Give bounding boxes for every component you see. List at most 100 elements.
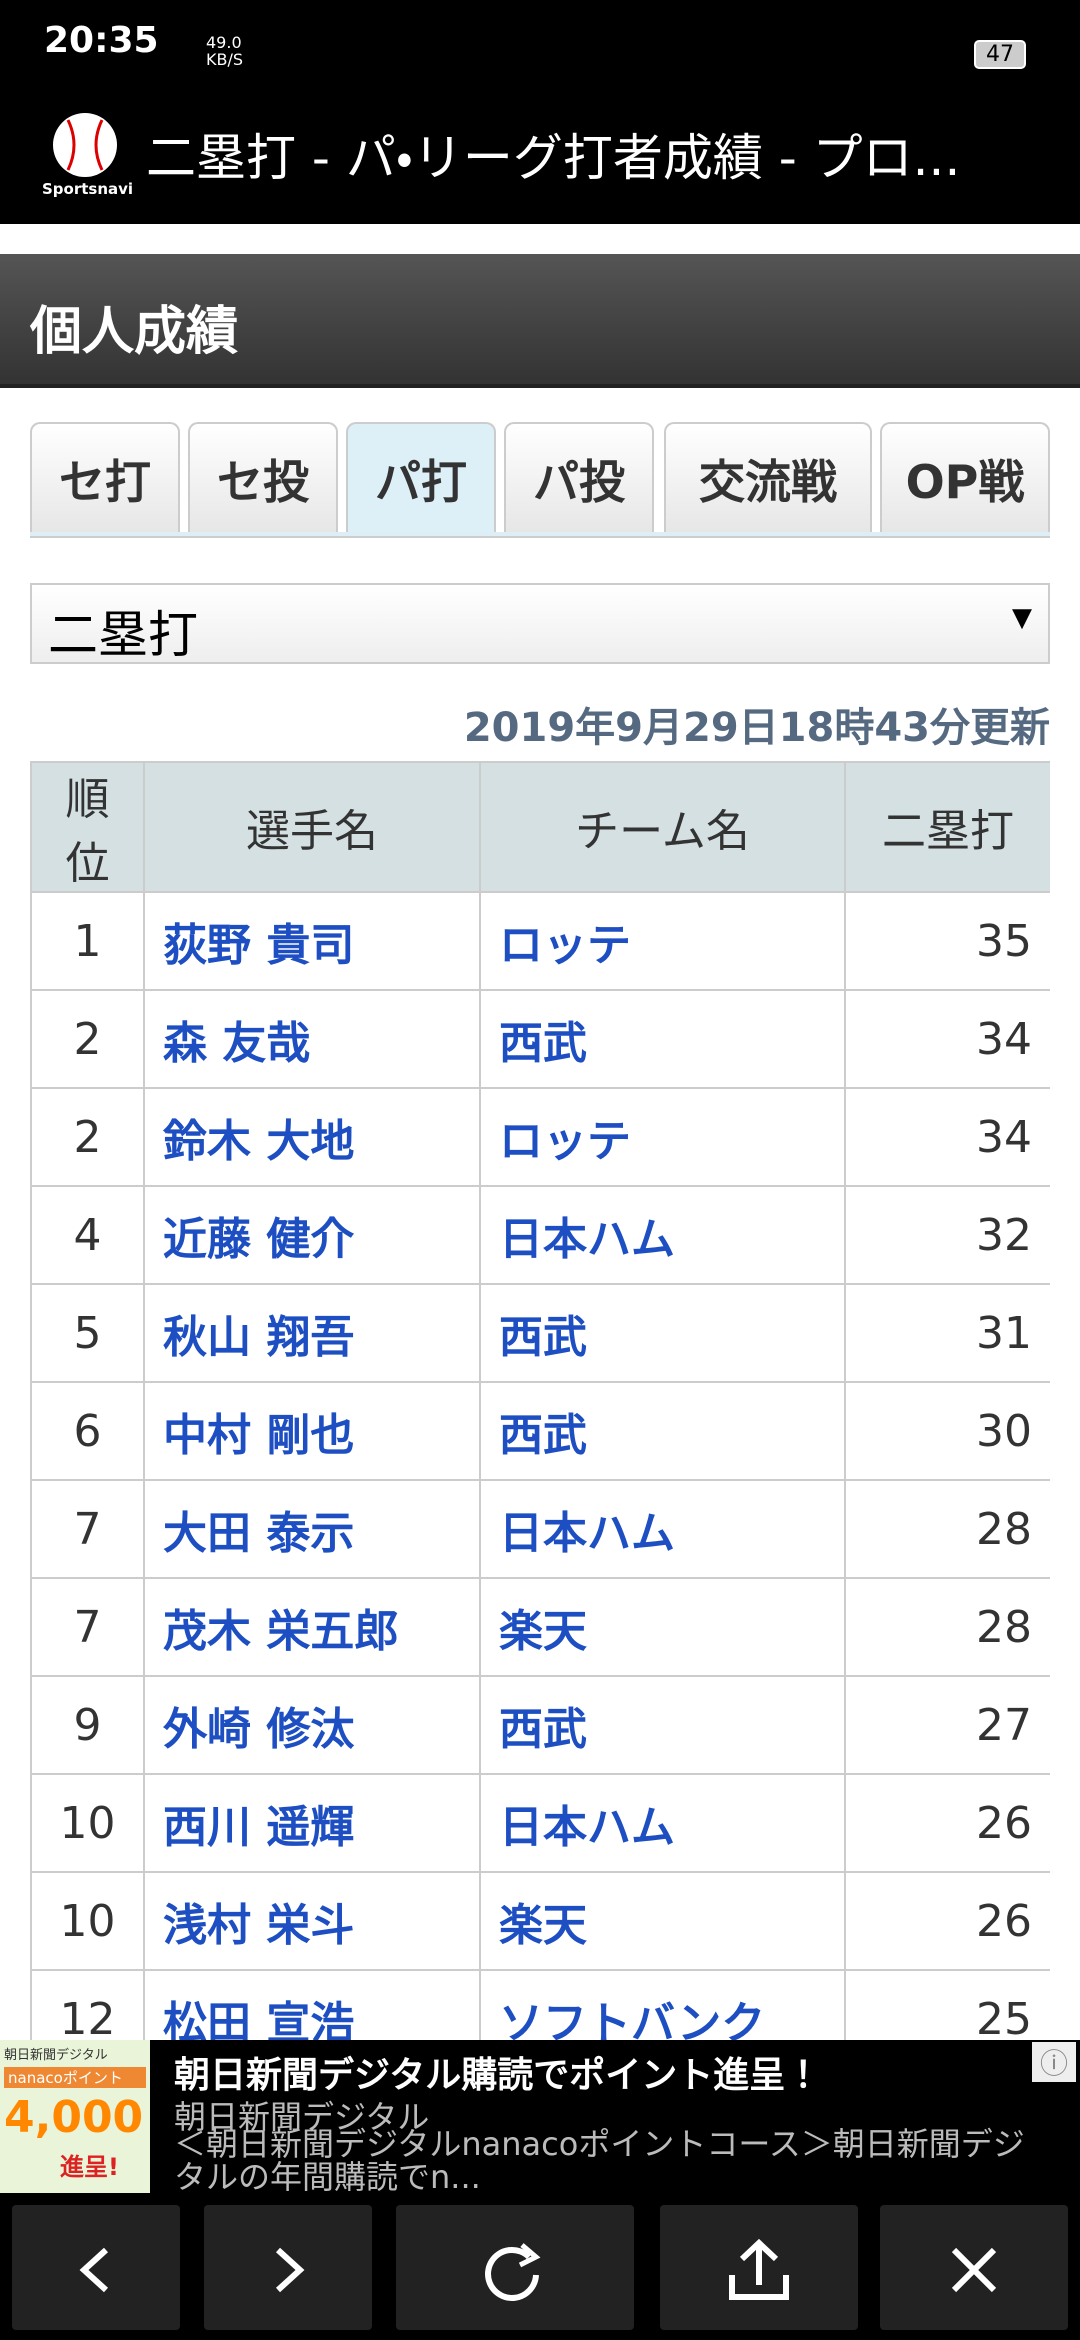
doubles: 35: [844, 891, 1050, 991]
ad-image-text: nanacoポイント: [4, 2067, 146, 2088]
tab[interactable]: セ投: [188, 422, 338, 534]
tab[interactable]: パ投: [504, 422, 654, 534]
rank: 5: [30, 1283, 145, 1383]
player-name[interactable]: 秋山 翔吾: [143, 1283, 481, 1383]
team-name[interactable]: 日本ハム: [479, 1185, 846, 1285]
rank: 6: [30, 1381, 145, 1481]
doubles: 26: [844, 1871, 1050, 1971]
updated-time: 2019年9月29日18時43分更新: [463, 705, 1050, 751]
table-row: 6 中村 剛也 西武 30: [30, 1381, 1050, 1481]
app-header: Sportsnavi 二塁打 - パ・リーグ打者成績 - プロ...: [0, 90, 1080, 224]
rank: 2: [30, 989, 145, 1089]
tab[interactable]: 交流戦: [664, 422, 872, 534]
rank: 10: [30, 1773, 145, 1873]
doubles: 28: [844, 1577, 1050, 1677]
player-name[interactable]: 近藤 健介: [143, 1185, 481, 1285]
table-row: 5 秋山 翔吾 西武 31: [30, 1283, 1050, 1383]
team-name[interactable]: 日本ハム: [479, 1479, 846, 1579]
table-row: 4 近藤 健介 日本ハム 32: [30, 1185, 1050, 1285]
player-name[interactable]: 外崎 修汰: [143, 1675, 481, 1775]
rank: 4: [30, 1185, 145, 1285]
doubles: 31: [844, 1283, 1050, 1383]
team-name[interactable]: 楽天: [479, 1577, 846, 1677]
dropdown[interactable]: 二塁打 ▼: [30, 583, 1050, 664]
rank: 1: [30, 891, 145, 991]
ranking-table: 順位 選手名 チーム名 二塁打 1 荻野 貴司 ロッテ 35 2 森 友哉 西武 34 2 鈴木 大地ロ…: [30, 761, 1050, 2040]
logo-ball: [53, 113, 117, 177]
doubles: 25: [844, 1969, 1050, 2040]
logo-text: Sportsnavi: [42, 180, 134, 198]
team-name[interactable]: ロッテ: [479, 891, 846, 991]
ad-image-text: 朝日新聞デジタル: [4, 2048, 108, 2063]
player-name[interactable]: 荻野 貴司: [143, 891, 481, 991]
column-header: チーム名: [479, 761, 846, 893]
doubles: 32: [844, 1185, 1050, 1285]
share-button[interactable]: [660, 2205, 858, 2330]
column-header: 選手名: [143, 761, 481, 893]
ad-image: 朝日新聞デジタル nanacoポイント 4,000 進呈!: [0, 2040, 150, 2193]
tab[interactable]: OP戦: [880, 422, 1050, 534]
time: 20:35: [44, 20, 159, 61]
team-name[interactable]: 西武: [479, 1675, 846, 1775]
player-name[interactable]: 中村 剛也: [143, 1381, 481, 1481]
column-header: 二塁打: [844, 761, 1050, 893]
team-name[interactable]: 日本ハム: [479, 1773, 846, 1873]
ad-source: 朝日新聞デジタル: [174, 2098, 430, 2136]
rank: 9: [30, 1675, 145, 1775]
dropdown-arrow: ▼: [1012, 603, 1032, 633]
tab-underline: [30, 532, 1050, 538]
team-name[interactable]: 西武: [479, 989, 846, 1089]
column-header: 順位: [30, 761, 145, 893]
forward-button[interactable]: [204, 2205, 372, 2330]
player-name[interactable]: 鈴木 大地: [143, 1087, 481, 1187]
reload-button[interactable]: [396, 2205, 634, 2330]
table-row: 7 茂木 栄五郎 楽天 28: [30, 1577, 1050, 1677]
player-name[interactable]: 松田 宣浩: [143, 1969, 481, 2040]
ad-banner[interactable]: 朝日新聞デジタル nanacoポイント 4,000 進呈! 朝日新聞デジタル購読…: [0, 2040, 1080, 2196]
player-name[interactable]: 森 友哉: [143, 989, 481, 1089]
player-name[interactable]: 茂木 栄五郎: [143, 1577, 481, 1677]
doubles: 26: [844, 1773, 1050, 1873]
tab[interactable]: セ打: [30, 422, 180, 534]
table-row: 10 西川 遥輝 日本ハム 26: [30, 1773, 1050, 1873]
doubles: 28: [844, 1479, 1050, 1579]
rank: 7: [30, 1577, 145, 1677]
player-name[interactable]: 大田 泰示: [143, 1479, 481, 1579]
table-row: 2 鈴木 大地 ロッテ 34: [30, 1087, 1050, 1187]
ad-image-text: 4,000: [4, 2092, 144, 2143]
table-row: 12 松田 宣浩 ソフトバンク 25: [30, 1969, 1050, 2040]
player-name[interactable]: 西川 遥輝: [143, 1773, 481, 1873]
team-name[interactable]: 西武: [479, 1381, 846, 1481]
rank: 12: [30, 1969, 145, 2040]
doubles: 27: [844, 1675, 1050, 1775]
ad-title: 朝日新聞デジタル購読でポイント進呈！: [174, 2055, 822, 2096]
table-row: 7 大田 泰示 日本ハム 28: [30, 1479, 1050, 1579]
team-name[interactable]: ソフトバンク: [479, 1969, 846, 2040]
status-bar: 20:35 49.0 KB/S 47: [0, 0, 1080, 90]
rank: 10: [30, 1871, 145, 1971]
dropdown-value: 二塁打: [48, 606, 198, 664]
section-header: 個人成績: [0, 254, 1080, 388]
tab[interactable]: パ打: [346, 422, 496, 534]
player-name[interactable]: 浅村 栄斗: [143, 1871, 481, 1971]
team-name[interactable]: ロッテ: [479, 1087, 846, 1187]
team-name[interactable]: 楽天: [479, 1871, 846, 1971]
doubles: 34: [844, 1087, 1050, 1187]
doubles: 34: [844, 989, 1050, 1089]
browser-nav: [0, 2193, 1080, 2340]
ad-info[interactable]: ⓘ: [1032, 2042, 1076, 2082]
table-body: 1 荻野 貴司 ロッテ 35 2 森 友哉 西武 34 2 鈴木 大地 ロッテ 34 4 近藤 健介 日本ハ…: [30, 891, 1050, 2040]
page-title: 二塁打 - パ・リーグ打者成績 - プロ...: [146, 129, 961, 187]
ad-description: ＜朝日新聞デジタルnanacoポイントコース＞朝日新聞デジタルの年間購読でn..…: [174, 2125, 1025, 2196]
table-row: 10 浅村 栄斗 楽天 26: [30, 1871, 1050, 1971]
table-row: 9 外崎 修汰 西武 27: [30, 1675, 1050, 1775]
net-speed: 49.0 KB/S: [206, 33, 244, 69]
header-row: 順位 選手名 チーム名 二塁打: [30, 761, 1050, 893]
team-name[interactable]: 西武: [479, 1283, 846, 1383]
close-button[interactable]: [880, 2205, 1068, 2330]
rank: 7: [30, 1479, 145, 1579]
back-button[interactable]: [12, 2205, 180, 2330]
rank: 2: [30, 1087, 145, 1187]
